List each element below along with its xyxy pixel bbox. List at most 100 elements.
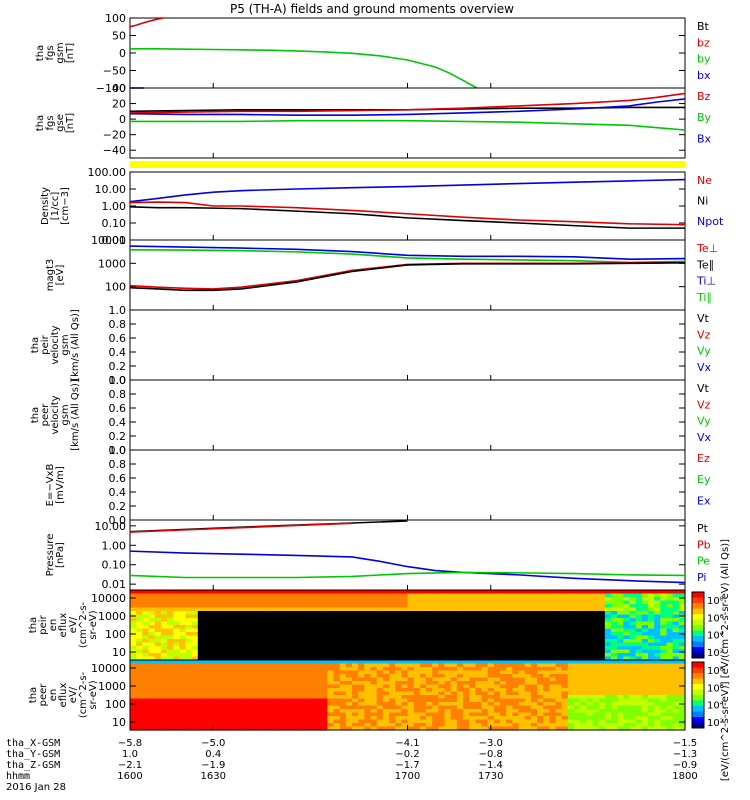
heat-cell (191, 614, 199, 619)
heat-cell (154, 597, 162, 602)
ytick-label: 1000 (98, 680, 126, 693)
heat-cell (561, 702, 569, 707)
heat-cell (185, 604, 193, 609)
heat-cell (654, 590, 661, 595)
heat-cell (537, 712, 544, 717)
heat-cell (315, 611, 322, 616)
ylabel-line: (cm^2-s- (78, 671, 89, 718)
heat-cell (413, 607, 421, 612)
heat-cell (450, 723, 458, 728)
heat-cell (574, 716, 581, 721)
heat-cell (271, 621, 279, 626)
heat-cell (413, 663, 421, 668)
heat-cell (512, 639, 520, 644)
heat-cell (308, 649, 316, 654)
heat-cell (382, 632, 390, 637)
heat-cell (611, 642, 618, 647)
heat-cell (142, 698, 150, 703)
heat-cell (358, 698, 365, 703)
heat-cell (308, 639, 316, 644)
heat-cell (327, 688, 335, 693)
heat-cell (549, 611, 557, 616)
heat-cell (617, 649, 624, 654)
legend-Ex: Ex (697, 494, 711, 507)
heat-cell (654, 723, 661, 728)
heat-cell (549, 681, 557, 686)
heat-cell (413, 709, 421, 714)
ylabel-line: tha (35, 45, 46, 61)
heat-cell (154, 702, 162, 707)
heat-cell (345, 716, 353, 721)
heat-cell (654, 688, 661, 693)
heat-cell (370, 688, 378, 693)
heat-cell (500, 593, 507, 598)
ylabel-line: velocity (50, 395, 61, 434)
heat-cell (419, 635, 427, 640)
heat-cell (611, 667, 618, 672)
heat-cell (197, 593, 205, 598)
ylabel-line: magt3 (45, 259, 56, 292)
heat-cell (419, 705, 427, 710)
heat-cell (592, 618, 600, 623)
heat-cell (493, 726, 501, 731)
heat-cell (432, 670, 439, 675)
heat-cell (364, 593, 372, 598)
heat-cell (537, 674, 544, 679)
heat-cell (450, 716, 458, 721)
ylabel-line: fgs (45, 45, 56, 60)
heat-cell (487, 597, 495, 602)
heat-cell (376, 726, 384, 731)
heat-cell (253, 674, 261, 679)
heat-cell (197, 698, 205, 703)
heat-cell (345, 702, 353, 707)
heat-cell (352, 674, 359, 679)
heat-cell (450, 663, 458, 668)
ytick-label: 100 (105, 281, 126, 294)
heat-cell (611, 674, 618, 679)
heat-cell (185, 618, 193, 623)
heat-cell (197, 590, 205, 595)
heat-cell (382, 688, 390, 693)
heat-cell (204, 684, 211, 689)
heat-cell (475, 723, 483, 728)
heat-cell (493, 656, 501, 661)
heat-cell (142, 635, 150, 640)
heat-cell (271, 590, 279, 595)
heat-cell (666, 663, 674, 668)
heat-cell (518, 625, 526, 630)
heat-cell (148, 667, 156, 672)
heat-cell (641, 656, 649, 661)
heat-cell (641, 674, 649, 679)
heat-cell (259, 723, 267, 728)
heat-cell (345, 611, 353, 616)
heat-cell (389, 653, 396, 658)
heat-cell (247, 632, 254, 637)
heat-cell (222, 716, 230, 721)
heat-cell (130, 705, 137, 710)
heat-cell (352, 698, 359, 703)
heat-cell (481, 621, 489, 626)
heat-cell (555, 628, 563, 633)
heat-cell (315, 677, 322, 682)
heat-cell (234, 614, 242, 619)
heat-cell (358, 600, 365, 605)
heat-cell (395, 716, 402, 721)
heat-cell (623, 600, 631, 605)
heat-cell (358, 677, 365, 682)
heat-cell (352, 702, 359, 707)
heat-cell (432, 674, 439, 679)
heat-cell (561, 628, 569, 633)
heat-cell (222, 625, 230, 630)
heat-cell (364, 618, 372, 623)
heat-cell (253, 712, 261, 717)
heat-cell (592, 667, 600, 672)
heat-cell (185, 663, 193, 668)
heat-cell (598, 663, 606, 668)
heat-cell (666, 597, 674, 602)
heat-cell (524, 604, 532, 609)
heat-cell (592, 684, 600, 689)
heat-cell (654, 726, 661, 731)
heat-cell (487, 625, 495, 630)
heat-cell (475, 618, 483, 623)
heat-cell (204, 646, 211, 651)
